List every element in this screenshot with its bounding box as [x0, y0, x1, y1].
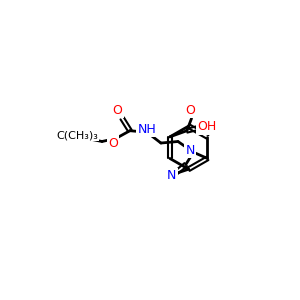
Text: O: O [112, 104, 122, 117]
Text: OH: OH [197, 120, 217, 134]
Text: O: O [185, 104, 195, 117]
Text: O: O [108, 136, 118, 149]
Text: C(CH₃)₃: C(CH₃)₃ [56, 130, 98, 140]
Text: N: N [186, 144, 195, 157]
Text: NH: NH [138, 123, 156, 136]
Text: N: N [167, 169, 176, 182]
